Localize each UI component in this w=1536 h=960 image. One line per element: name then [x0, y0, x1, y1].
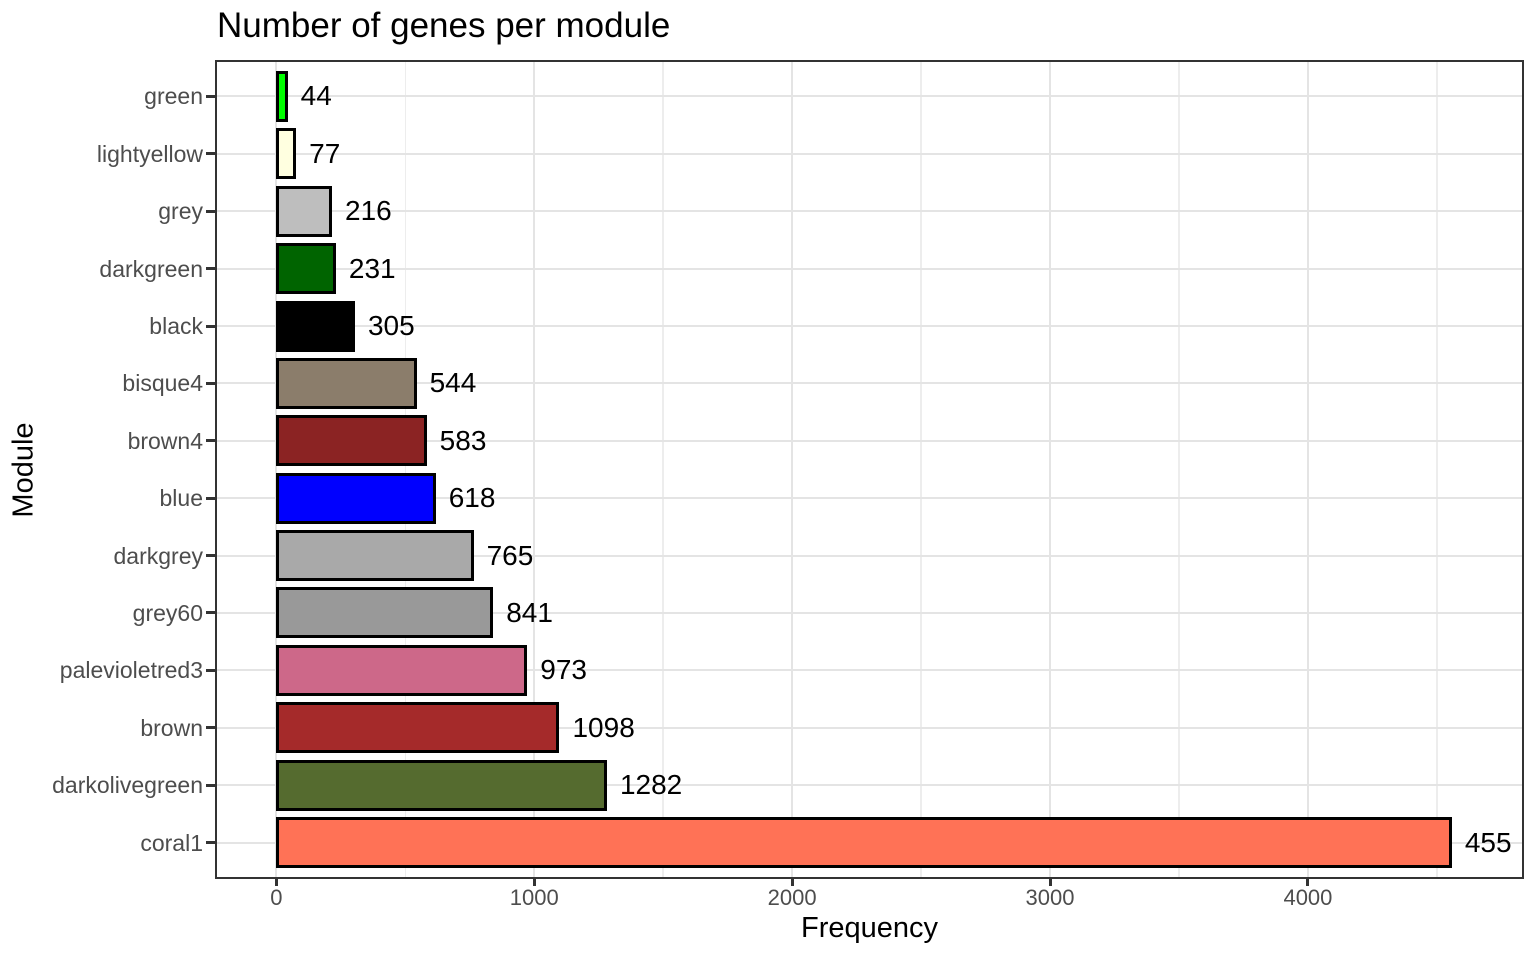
x-axis-title: Frequency: [800, 912, 938, 944]
row-gridline: [217, 669, 1522, 672]
x-tick-mark: [1048, 877, 1052, 886]
major-gridline: [1306, 62, 1309, 877]
y-axis-label-green: green: [144, 83, 203, 110]
value-label-bisque4: 544: [429, 367, 477, 399]
bar-bisque4: [276, 357, 417, 409]
x-tick-mark: [790, 877, 794, 886]
y-axis-label-black: black: [149, 313, 203, 339]
y-tick-mark: [206, 94, 215, 98]
y-tick-mark: [206, 152, 215, 156]
value-label-darkgreen: 231: [348, 252, 396, 284]
value-label-palevioletred3: 973: [540, 654, 587, 686]
value-label-lightyellow: 77: [309, 137, 341, 169]
value-label-grey: 216: [345, 195, 392, 227]
row-gridline: [217, 95, 1522, 98]
row-gridline: [217, 267, 1522, 270]
y-axis-label-bisque4: bisque4: [122, 370, 203, 397]
row-gridline: [217, 554, 1522, 557]
bar-lightyellow: [276, 128, 297, 180]
y-tick-mark: [206, 841, 215, 845]
y-tick-mark: [206, 726, 215, 730]
plot-panel: 44 77 216 231 305 544 583 618 765 841 973 1098 1282 4…: [215, 60, 1524, 879]
row-gridline: [217, 210, 1522, 213]
row-gridline: [217, 382, 1522, 385]
y-tick-mark: [206, 324, 215, 328]
minor-gridline: [662, 62, 664, 877]
y-tick-mark: [206, 783, 215, 787]
y-axis-label-coral1: coral1: [140, 829, 203, 856]
bar-darkgreen: [276, 243, 336, 295]
bar-brown4: [276, 415, 427, 467]
y-axis-label-darkgreen: darkgreen: [99, 255, 203, 282]
y-tick-mark: [206, 611, 215, 615]
bar-blue: [276, 472, 436, 524]
x-tick-mark: [274, 877, 278, 886]
x-axis-label-1000: 1000: [509, 885, 559, 910]
y-tick-mark: [206, 209, 215, 213]
row-gridline: [217, 497, 1522, 500]
bar-black: [276, 300, 355, 352]
bar-brown: [276, 702, 560, 754]
y-tick-mark: [206, 267, 215, 271]
y-tick-mark: [206, 439, 215, 443]
y-axis-label-blue: blue: [159, 485, 203, 512]
value-label-brown: 1098: [572, 711, 635, 743]
x-axis-label-4000: 4000: [1283, 885, 1333, 910]
bar-palevioletred3: [276, 644, 528, 696]
bar-darkolivegreen: [276, 759, 607, 811]
y-tick-mark: [206, 668, 215, 672]
value-label-grey60: 841: [506, 596, 553, 628]
minor-gridline: [1436, 62, 1438, 877]
value-label-green: 44: [300, 80, 332, 112]
minor-gridline: [404, 62, 407, 877]
row-gridline: [217, 611, 1522, 614]
bar-grey: [276, 185, 333, 237]
y-axis-label-brown4: brown4: [127, 427, 203, 454]
y-axis-label-palevioletred3: palevioletred3: [59, 657, 203, 684]
value-label-brown4: 583: [439, 424, 487, 456]
y-axis-label-darkolivegreen: darkolivegreen: [52, 772, 203, 799]
row-gridline: [217, 152, 1522, 155]
value-label-darkgrey: 765: [486, 539, 534, 571]
row-gridline: [217, 784, 1522, 787]
major-gridline: [791, 62, 794, 877]
bar-grey60: [276, 587, 494, 639]
x-axis-label-3000: 3000: [1025, 885, 1075, 910]
y-axis-label-brown: brown: [140, 714, 203, 741]
x-tick-mark: [1306, 877, 1310, 886]
value-label-blue: 618: [448, 482, 496, 514]
minor-gridline: [920, 62, 922, 877]
x-axis-label-0: 0: [270, 885, 283, 910]
major-gridline: [533, 62, 536, 877]
x-tick-mark: [532, 877, 536, 886]
y-axis-label-grey60: grey60: [132, 599, 203, 626]
row-gridline: [217, 325, 1522, 327]
bar-coral1: [276, 817, 1452, 869]
value-label-darkolivegreen: 1282: [619, 769, 683, 801]
y-axis-label-grey: grey: [158, 198, 203, 225]
y-tick-mark: [206, 554, 215, 558]
major-gridline: [1049, 62, 1052, 877]
minor-gridline: [1178, 62, 1180, 877]
major-gridline: [275, 62, 278, 877]
row-gridline: [217, 726, 1522, 729]
y-tick-mark: [206, 496, 215, 500]
y-axis-label-lightyellow: lightyellow: [96, 140, 203, 167]
chart-title: Number of genes per module: [217, 6, 671, 45]
y-axis-label-darkgrey: darkgrey: [113, 542, 203, 569]
bar-darkgrey: [276, 530, 474, 582]
row-gridline: [217, 439, 1522, 442]
value-label-coral1: 455: [1464, 826, 1512, 858]
value-label-black: 305: [367, 310, 415, 341]
y-tick-mark: [206, 381, 215, 385]
x-axis-label-2000: 2000: [767, 885, 817, 910]
bar-green: [276, 70, 288, 122]
